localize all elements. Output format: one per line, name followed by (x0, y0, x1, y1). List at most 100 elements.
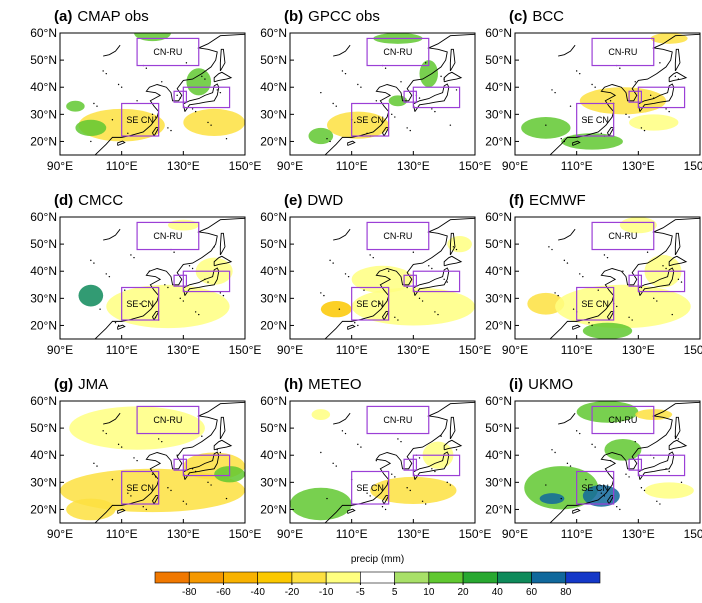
significance-dot (391, 113, 393, 116)
x-tick-label: 150°E (684, 527, 702, 541)
coastline (219, 48, 226, 72)
significance-dot (99, 308, 101, 310)
x-tick-label: 110°E (106, 343, 138, 357)
significance-dot (151, 113, 154, 116)
significance-dot (400, 81, 402, 83)
region-label: CN-RU (608, 415, 637, 425)
significance-dot (210, 484, 212, 486)
significance-dot (406, 286, 408, 289)
x-tick-label: 90°E (47, 343, 73, 357)
coastline (668, 439, 688, 451)
colorbar-swatch (325, 571, 361, 584)
region-label: SE CN (126, 483, 154, 493)
significance-dot (142, 305, 144, 308)
map-panel: CN-RU SE CN (e) DWD 90°E 110°E 130°E 150°E 60°N 5… (260, 192, 491, 357)
significance-dot (219, 451, 222, 454)
x-tick-label: 110°E (561, 343, 593, 357)
significance-dot (563, 259, 566, 262)
significance-dot (96, 105, 98, 107)
significance-dot (597, 289, 599, 291)
y-tick-label: 60°N (485, 210, 512, 224)
map-frame (514, 400, 701, 524)
x-tick-label: 130°E (622, 343, 655, 357)
significance-dot (649, 94, 652, 97)
region-label: CN-RU (608, 231, 637, 241)
significance-dot (628, 476, 630, 478)
colorbar-swatch (565, 571, 601, 584)
panel-title: (g) JMA (54, 376, 108, 393)
coastline (103, 412, 121, 425)
significance-dot (659, 62, 661, 64)
region-box (121, 102, 160, 137)
y-tick-label: 40°N (260, 264, 287, 278)
significance-dot (659, 503, 661, 505)
y-tick-label: 40°N (260, 80, 287, 94)
significance-dot (363, 289, 365, 291)
significance-dot (375, 459, 378, 462)
y-tick-label: 60°N (30, 26, 57, 40)
coastline (151, 126, 160, 137)
significance-dot (170, 129, 172, 132)
colorbar-label: 10 (423, 587, 435, 598)
significance-dot (631, 319, 633, 321)
x-tick-label: 90°E (502, 527, 528, 541)
y-tick-label: 40°N (30, 264, 57, 278)
significance-dot (603, 254, 606, 256)
precip-area (370, 476, 457, 505)
significance-dot (329, 140, 331, 143)
significance-dot (207, 481, 209, 484)
significance-dot (418, 297, 421, 300)
significance-dot (323, 294, 325, 297)
panel-title: (e) DWD (284, 192, 343, 209)
significance-dot (182, 500, 185, 503)
map-frame (289, 32, 476, 156)
coastline (182, 451, 220, 480)
significance-dot (167, 127, 169, 129)
coastline (443, 439, 463, 451)
coastline (449, 48, 456, 72)
significance-dot (440, 435, 442, 437)
significance-dot (127, 132, 129, 135)
region-box (591, 405, 655, 435)
significance-dot (545, 484, 547, 486)
significance-dot (357, 324, 359, 327)
y-tick-label: 20°N (30, 318, 57, 332)
x-tick-label: 90°E (47, 527, 73, 541)
coastline (449, 232, 456, 256)
y-tick-label: 30°N (485, 107, 512, 121)
precip-area (629, 114, 679, 131)
significance-dot (139, 303, 141, 305)
significance-dot (640, 286, 643, 289)
significance-dot (124, 289, 126, 291)
significance-dot (191, 267, 194, 270)
precip-area (311, 409, 331, 420)
significance-dot (579, 432, 581, 435)
region-box (637, 86, 686, 109)
significance-dot (387, 270, 390, 272)
map-frame (59, 216, 246, 340)
significance-dot (653, 457, 655, 459)
region-box (182, 270, 231, 293)
coastline (558, 44, 576, 57)
significance-dot (108, 275, 111, 278)
significance-dot (431, 267, 433, 270)
significance-dot (354, 121, 356, 124)
significance-dot (136, 459, 138, 462)
significance-dot (440, 75, 442, 78)
significance-dot (360, 86, 362, 88)
x-tick-label: 90°E (47, 159, 73, 173)
significance-dot (142, 506, 144, 508)
coastline (117, 140, 126, 146)
significance-dot (418, 457, 421, 459)
significance-dot (548, 246, 550, 248)
coastline (572, 140, 581, 146)
significance-dot (329, 259, 331, 262)
coastline (381, 310, 390, 321)
significance-dot (167, 286, 169, 289)
coastline (219, 416, 226, 440)
coastline (333, 44, 351, 57)
significance-dot (201, 435, 203, 437)
map-panel: CN-RU SE CN (d) CMCC 90°E 110°E 130°E 150°E 60°N… (30, 192, 261, 357)
region-box (628, 90, 643, 103)
precip-area (619, 217, 657, 234)
